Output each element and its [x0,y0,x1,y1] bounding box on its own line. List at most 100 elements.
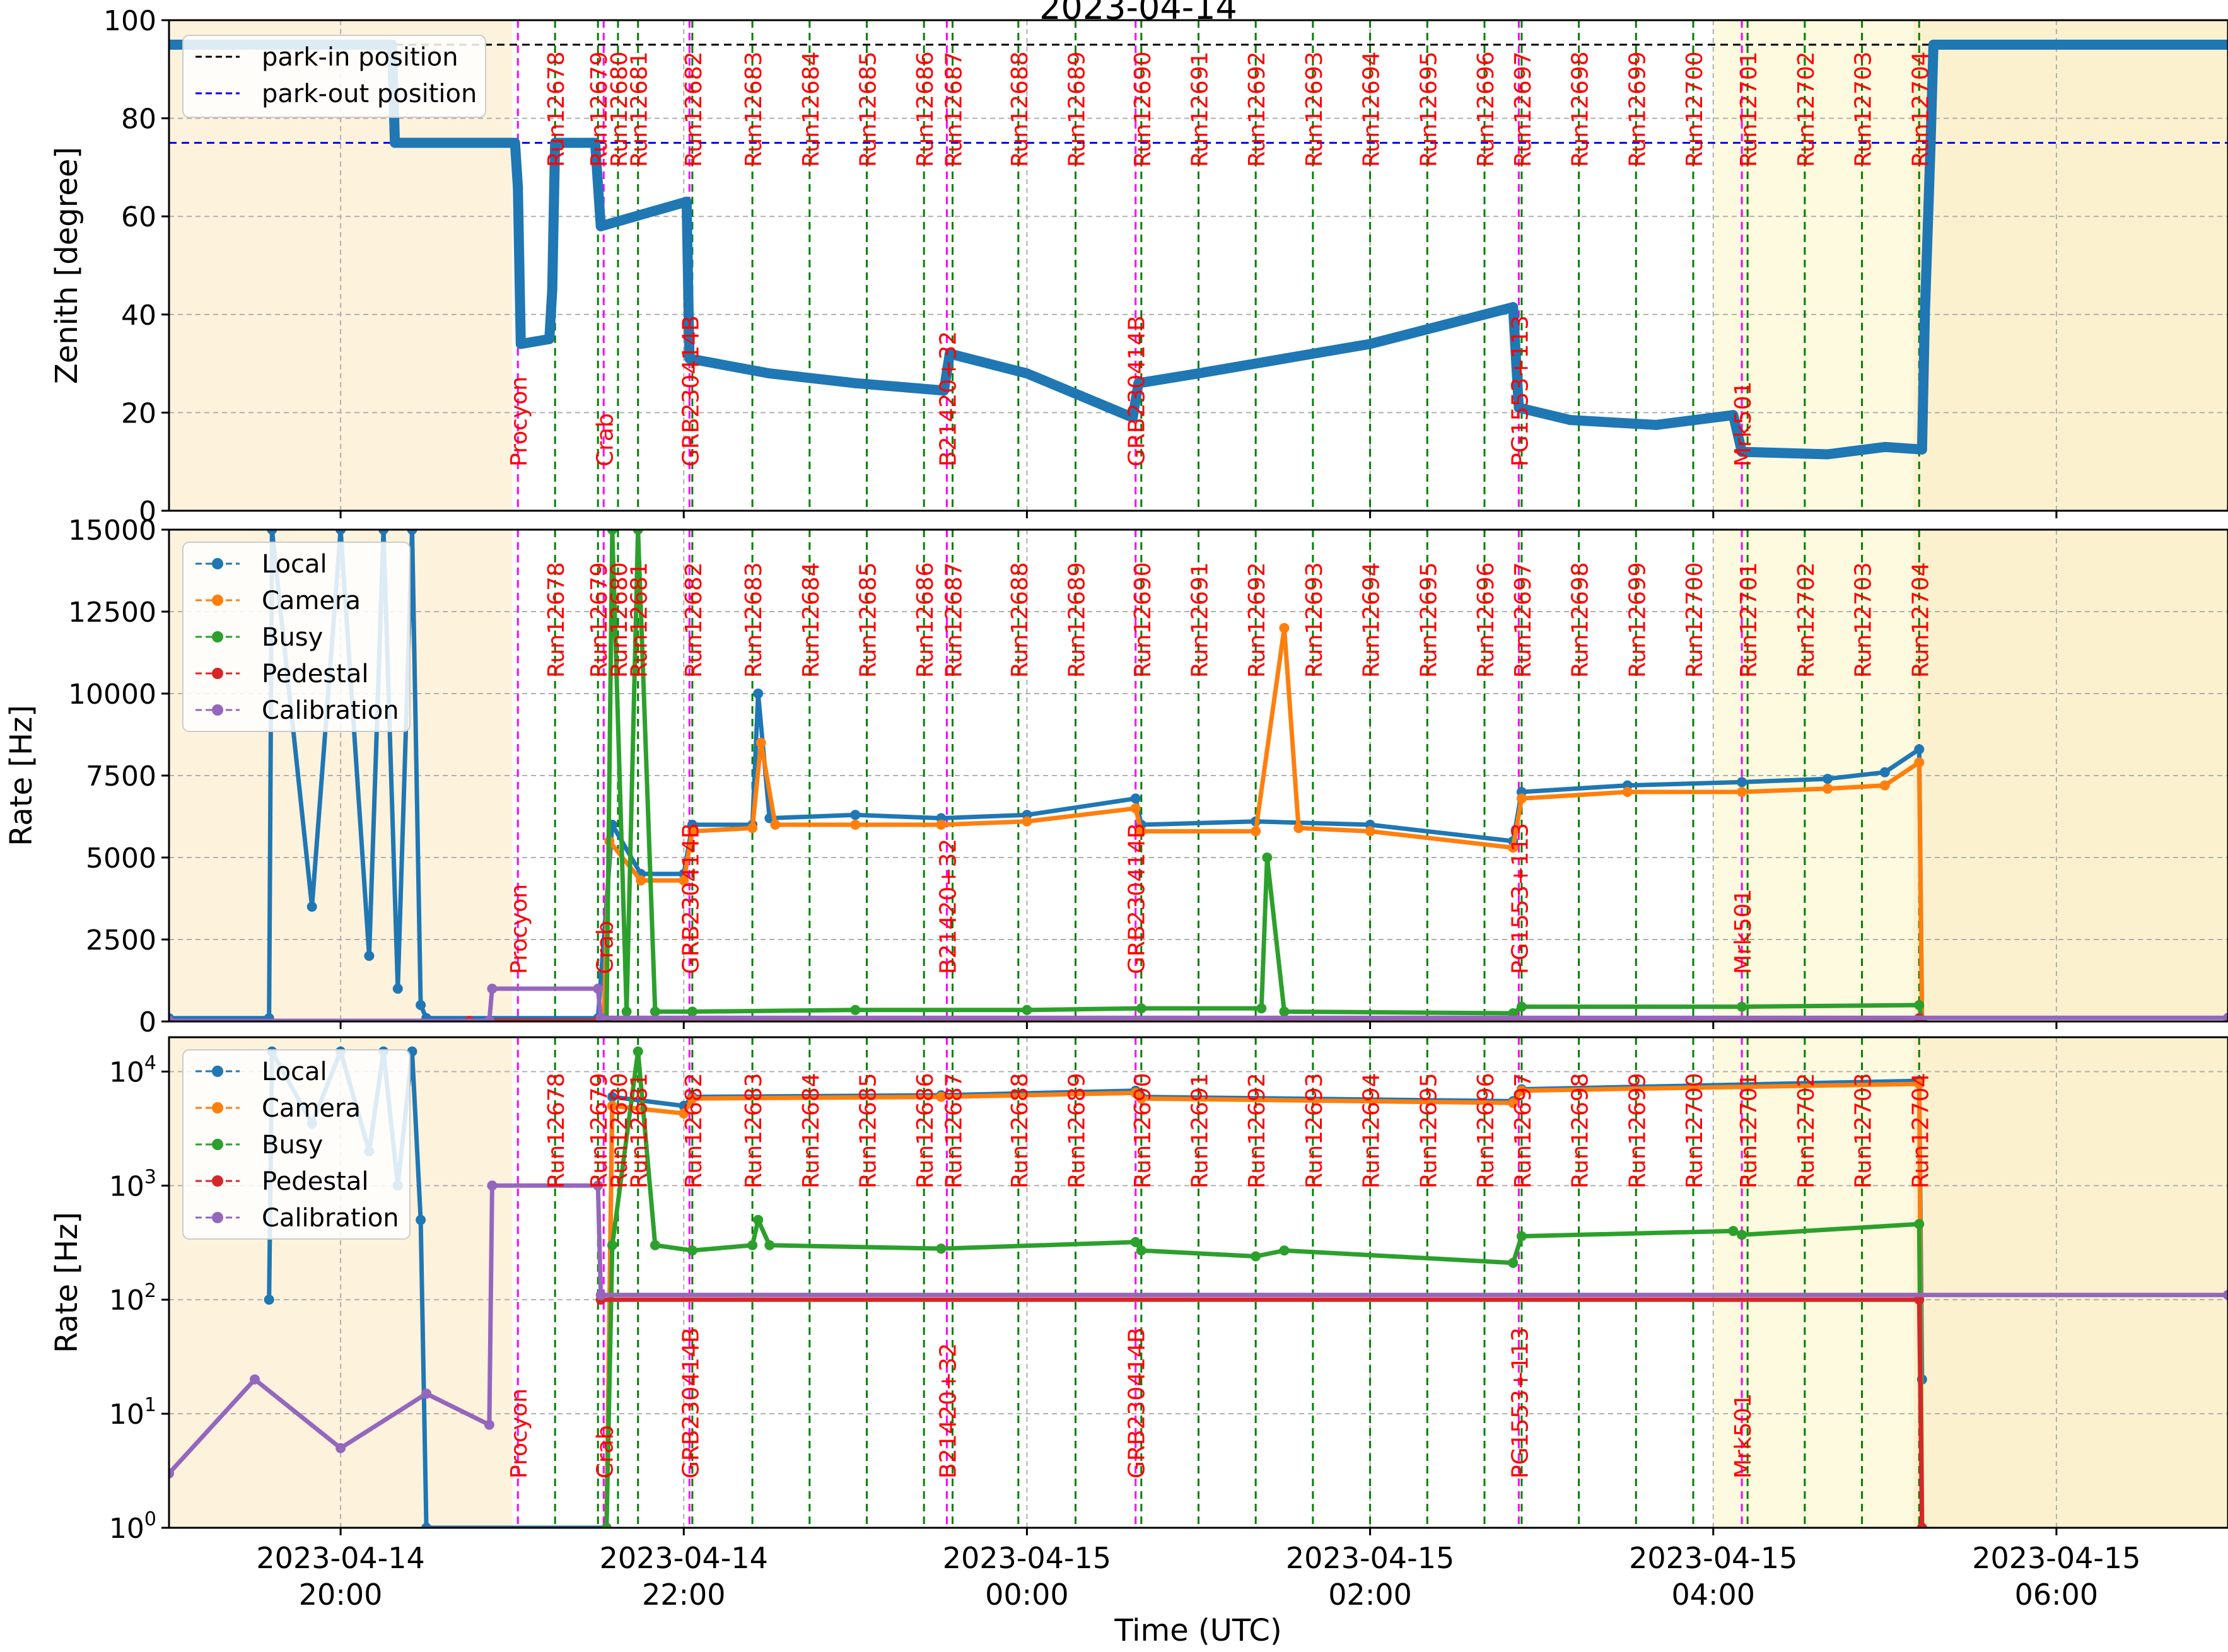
run-label: Run12683 [741,562,767,678]
series-point-busy [650,1240,660,1250]
x-tick-date: 2023-04-15 [943,1541,1111,1575]
run-label: Run12680 [607,562,633,678]
series-point-busy [633,530,643,535]
run-label: Run12689 [1064,1073,1090,1189]
series-point-camera [607,1100,617,1111]
run-label: Run12690 [1130,562,1156,678]
run-label: Run12702 [1793,1073,1819,1189]
series-point-camera [1279,623,1290,633]
run-label: Run12693 [1302,51,1327,167]
y-tick-label: 15000 [68,515,156,547]
run-label: Run12697 [1510,1073,1536,1189]
series-point-local [264,1294,274,1305]
series-point-busy [1516,1231,1527,1242]
series-point-busy [764,1240,775,1250]
y-tick-label: 10000 [68,678,156,711]
series-point-busy [687,1006,697,1017]
run-label: Run12702 [1793,51,1819,167]
run-label: Run12690 [1130,51,1156,167]
run-label: Run12678 [544,51,569,167]
source-label: Crab [592,413,618,467]
series-point-busy [747,1240,758,1250]
series-point-zenith [681,196,692,207]
y-tick-base: 10 [109,1284,144,1317]
run-label: Run12681 [627,562,653,678]
series-point-zenith [1737,446,1747,457]
run-label: Run12687 [942,562,967,678]
axes-frame [168,1036,2228,1529]
run-label: Run12686 [913,51,938,167]
source-label: B21420+32 [935,839,961,974]
series-point-camera [1516,793,1527,804]
series-point-local [850,810,861,820]
shaded-region [1913,20,2228,511]
run-label: Run12694 [1359,51,1385,167]
run-label: Run12695 [1416,562,1442,678]
run-label: Run12700 [1682,562,1708,678]
series-point-zenith [1514,402,1524,413]
series-point-zenith [2223,39,2228,50]
run-label: Run12692 [1244,51,1270,167]
legend-swatch-marker [212,1102,223,1114]
run-label: Run12682 [681,1073,707,1189]
series-point-camera [1508,842,1519,853]
y-axis-label: Rate [Hz] [4,705,39,846]
run-label: Run12683 [741,1073,767,1189]
series-point-calibration [335,1443,346,1453]
y-tick-exponent: 4 [144,1052,156,1074]
series-point-camera [1823,783,1833,794]
series-point-camera [755,738,766,748]
run-label: Run12683 [741,51,767,167]
legend-box [182,35,486,118]
y-tick-base: 10 [109,1170,144,1202]
legend-swatch-marker [212,1175,223,1187]
legend-entry: Calibration [262,696,399,725]
run-label: Run12682 [681,51,707,167]
run-label: Run12687 [942,1073,967,1189]
series-point-busy [1516,1001,1527,1012]
series-point-busy [1279,1006,1290,1017]
series-point-zenith [1928,39,1939,50]
y-tick-label: 103 [109,1166,156,1202]
series-point-camera [747,823,758,834]
legend-entry: Busy [262,623,323,652]
series-point-busy [1279,1245,1290,1256]
series-point-local [407,530,417,535]
legend-entry: park-out position [262,79,477,108]
legend-swatch-marker [212,1212,223,1223]
series-point-calibration [593,1180,604,1191]
series-point-camera [679,1108,689,1119]
legend-box [182,542,411,732]
run-label: Run12702 [1793,562,1819,678]
series-point-zenith [544,334,555,344]
series-point-calibration [487,1180,498,1191]
y-tick-exponent: 1 [144,1394,156,1416]
series-point-zenith [1916,444,1927,455]
series-point-busy [1130,1236,1141,1247]
source-label: PG1553+113 [1507,315,1533,467]
series-point-busy [1737,1001,1747,1012]
series-point-zenith [684,353,695,364]
shaded-region [1713,20,1914,511]
run-label: Run12680 [607,51,633,167]
x-tick-date: 2023-04-15 [1286,1541,1454,1575]
run-label: Run12689 [1064,51,1090,167]
run-label: Run12686 [913,562,938,678]
source-label: Procyon [506,884,532,974]
y-tick-label: 60 [121,201,156,233]
series-point-zenith [1022,368,1032,379]
series-point-local [1879,767,1890,777]
series-point-camera [1622,787,1633,797]
run-label: Run12691 [1187,562,1213,678]
legend-entry: Pedestal [262,1167,368,1196]
source-label: Crab [592,921,618,974]
series-point-local [1823,774,1833,784]
series-point-zenith [547,284,557,295]
series-point-local [421,1523,432,1528]
series-point-calibration [2223,1289,2228,1300]
series-point-zenith [550,137,561,148]
run-label: Run12701 [1736,51,1762,167]
run-label: Run12704 [1908,51,1933,167]
series-point-camera [1293,823,1304,834]
series-point-camera [1251,826,1261,837]
